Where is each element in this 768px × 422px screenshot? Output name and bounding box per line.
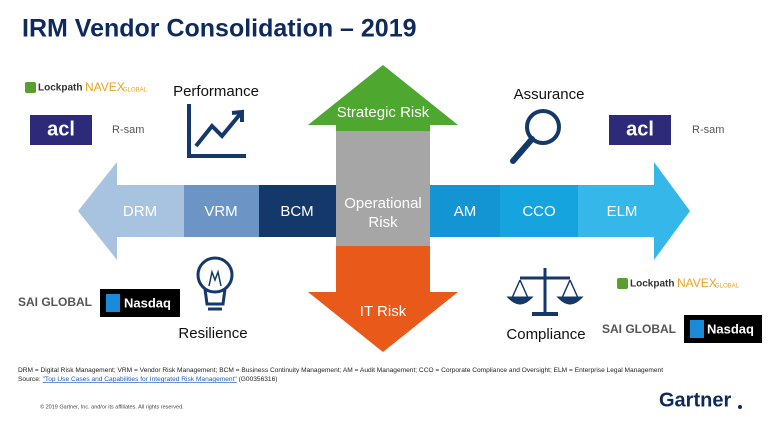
drm-segment	[78, 162, 184, 260]
logo-text: Lockpath	[630, 279, 674, 290]
logo-text: R-sam	[692, 124, 724, 136]
center-label: Operational	[344, 195, 422, 212]
strategic-risk-base	[336, 124, 430, 131]
source-link[interactable]: "Top Use Cases and Capabilities for Inte…	[43, 376, 238, 383]
source-id: (G00356316)	[239, 376, 278, 383]
elm-segment	[578, 162, 690, 260]
it-risk-label: IT Risk	[360, 303, 407, 320]
logos-bottom-left: SAI GLOBAL Nasdaq	[18, 289, 180, 317]
source: Source: "Top Use Cases and Capabilities …	[18, 376, 277, 383]
logo-mark	[25, 82, 36, 93]
center-label: Risk	[368, 214, 398, 231]
bcm-segment	[259, 185, 336, 237]
logo-text: SAI GLOBAL	[602, 322, 676, 336]
am-segment	[430, 185, 500, 237]
strategic-risk-label: Strategic Risk	[337, 104, 430, 121]
copyright: © 2019 Gartner, Inc. and/or its affiliat…	[40, 403, 184, 410]
logo-mark	[617, 278, 628, 289]
logos-bottom-right: Lockpath NAVEX GLOBAL SAI GLOBAL Nasdaq	[602, 276, 762, 343]
segment-label: DRM	[123, 203, 157, 220]
logo-text: NAVEX	[677, 276, 717, 290]
brand-logo: Gartner	[659, 389, 731, 411]
theme-label: Compliance	[506, 326, 585, 343]
logo-text: acl	[47, 118, 75, 140]
operational-risk-box	[336, 124, 430, 246]
resilience-icon	[196, 256, 234, 311]
logo-text: SAI GLOBAL	[18, 295, 92, 309]
segment-label: BCM	[280, 203, 313, 220]
theme-label: Resilience	[178, 325, 247, 342]
segment-label: AM	[454, 203, 477, 220]
segment-label: VRM	[204, 203, 237, 220]
title: IRM Vendor Consolidation – 2019	[22, 15, 417, 43]
logo-text: GLOBAL	[123, 88, 148, 94]
nasdaq-mark	[106, 294, 120, 312]
logo-text: GLOBAL	[715, 284, 740, 290]
vrm-segment	[184, 185, 259, 237]
logo-text: Lockpath	[38, 83, 82, 94]
logos-top-right: acl R-sam	[609, 115, 724, 145]
theme-label: Performance	[173, 83, 259, 100]
definitions: DRM = Digital Risk Management; VRM = Ven…	[18, 367, 663, 374]
theme-label: Assurance	[514, 86, 585, 103]
compliance-icon	[506, 268, 584, 316]
acl-box	[30, 115, 92, 145]
vertical-arrow: Strategic Risk Operational Risk IT Risk	[308, 65, 458, 352]
brand-dot	[738, 405, 742, 409]
logo-text: R-sam	[112, 124, 144, 136]
performance-icon	[187, 104, 246, 158]
strategic-risk-head	[308, 65, 458, 130]
logo-text: Nasdaq	[124, 295, 171, 310]
logos-top-left: Lockpath NAVEX GLOBAL acl R-sam	[25, 80, 148, 145]
segment-label: ELM	[607, 203, 638, 220]
logo-text: NAVEX	[85, 80, 125, 94]
cco-segment	[500, 185, 578, 237]
it-risk-head	[308, 246, 458, 352]
logo-text: acl	[626, 118, 654, 140]
segment-label: CCO	[522, 203, 555, 220]
horizontal-arrow: DRM VRM BCM AM CCO ELM	[78, 162, 690, 260]
assurance-icon	[510, 109, 561, 164]
nasdaq-mark	[690, 320, 704, 338]
logo-text: Nasdaq	[707, 321, 754, 336]
acl-box	[609, 115, 671, 145]
source-prefix: Source:	[18, 376, 41, 383]
